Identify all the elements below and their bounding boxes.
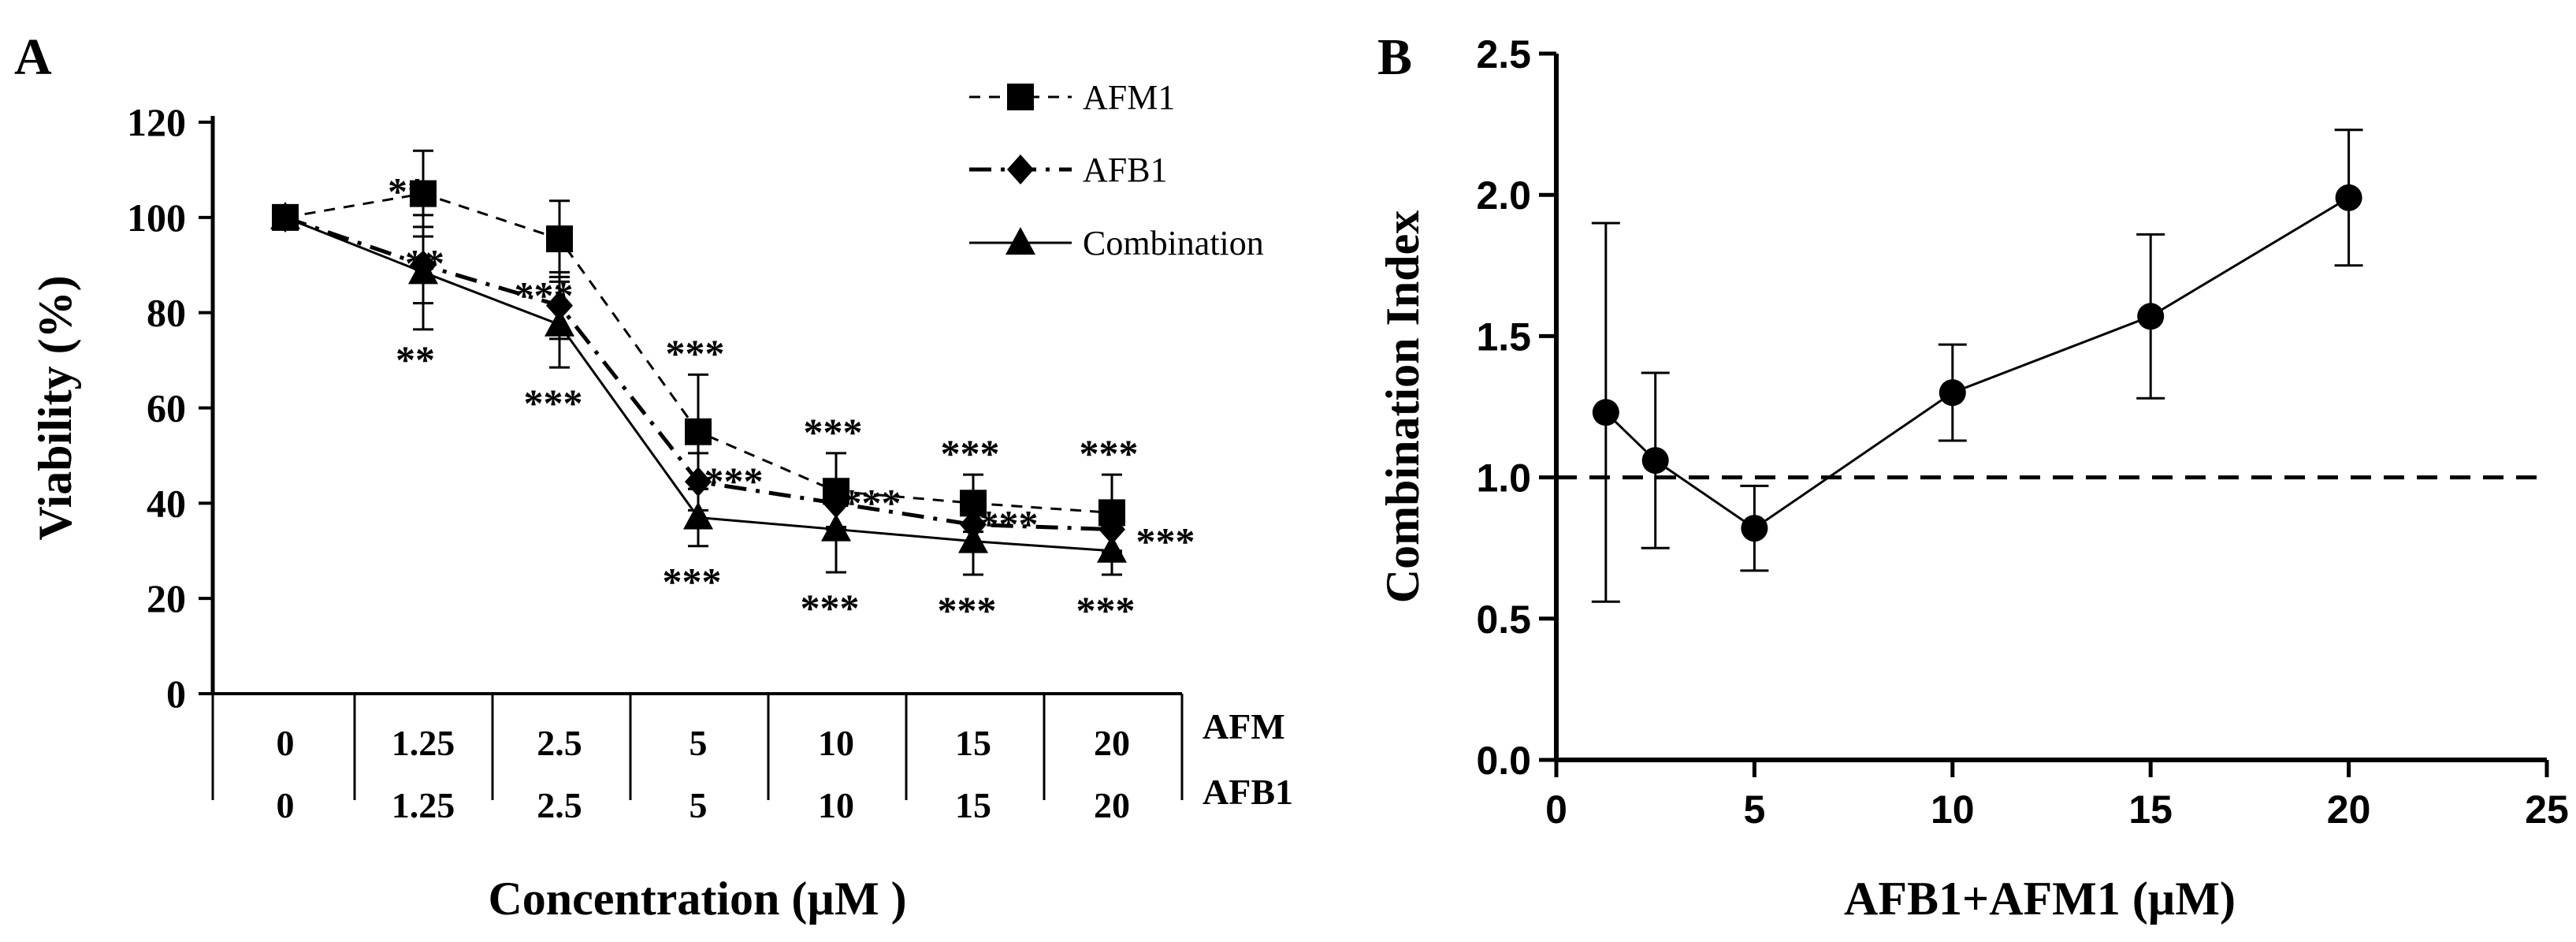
y-tick-label: 120 xyxy=(127,100,186,144)
series-combination-index xyxy=(1591,128,2363,603)
afm-category-label: 2.5 xyxy=(537,723,582,763)
series-combination xyxy=(270,201,1127,576)
legend-label: Combination xyxy=(1083,224,1264,262)
significance-marker: ** xyxy=(405,240,444,285)
significance-marker: *** xyxy=(704,459,764,503)
panel-a-label: A xyxy=(14,28,52,86)
panel-a: A 0 20 40 60 80 100 120 0 1.25 2.5 5 10 15 20 0 1.25 2.5… xyxy=(14,28,1293,925)
afb1-category-label: 5 xyxy=(690,785,708,825)
significance-marker: *** xyxy=(804,410,863,454)
y-tick-label: 1.5 xyxy=(1476,315,1531,359)
afm-category-label: 20 xyxy=(1094,723,1130,763)
x-axis-title: Concentration (µM ) xyxy=(488,873,906,925)
x-tick-label: 25 xyxy=(2525,787,2569,832)
data-point-combination xyxy=(1097,534,1127,563)
data-point xyxy=(1592,399,1619,426)
y-tick-label: 80 xyxy=(147,291,186,335)
afb1-category-label: 10 xyxy=(818,785,854,825)
significance-marker: *** xyxy=(515,274,574,318)
afb1-category-label: 2.5 xyxy=(537,785,582,825)
legend-marker xyxy=(1007,155,1034,184)
data-point xyxy=(1741,515,1768,542)
afm-category-label: 15 xyxy=(955,723,991,763)
afb1-category-label: 15 xyxy=(955,785,991,825)
row-label-afm: AFM xyxy=(1203,706,1285,747)
panel-b: B 0.0 0.5 1.0 1.5 2.0 2.5 0 5 10 15 20 25 Combinatio… xyxy=(1377,28,2569,925)
data-point xyxy=(1641,447,1669,475)
legend-marker xyxy=(1005,227,1035,255)
data-point-afm1 xyxy=(410,180,437,207)
panel-b-label: B xyxy=(1377,28,1412,86)
afb1-category-label: 20 xyxy=(1094,785,1130,825)
data-point-combination xyxy=(958,525,988,553)
x-tick-label: 0 xyxy=(1545,787,1567,832)
y-tick-label: 0 xyxy=(166,672,186,716)
legend-marker xyxy=(1007,84,1034,110)
data-point-afm1 xyxy=(546,225,573,253)
data-point xyxy=(1939,379,1966,407)
significance-marker: *** xyxy=(663,560,722,604)
significance-marker: ** xyxy=(396,337,435,382)
afm-category-label: 1.25 xyxy=(392,723,455,763)
y-tick-label: 2.5 xyxy=(1476,32,1531,76)
y-tick-label: 20 xyxy=(147,576,186,620)
data-point-combination xyxy=(545,308,574,337)
data-point-combination xyxy=(408,256,438,285)
significance-marker: *** xyxy=(1080,431,1139,475)
y-axis-title: Combination Index xyxy=(1377,210,1429,603)
afb1-category-label: 0 xyxy=(277,785,295,825)
x-tick-label: 10 xyxy=(1931,787,1975,832)
significance-marker: *** xyxy=(941,431,1000,475)
significance-marker: *** xyxy=(524,381,583,425)
significance-marker: *** xyxy=(979,502,1039,546)
significance-marker: ** xyxy=(388,169,427,214)
afm-category-label: 0 xyxy=(277,723,295,763)
y-tick-label: 1.0 xyxy=(1476,456,1531,501)
data-point-combination xyxy=(821,513,851,542)
y-tick-label: 0.5 xyxy=(1476,598,1531,642)
data-point-combination xyxy=(270,201,300,229)
legend-label: AFB1 xyxy=(1083,151,1168,189)
x-tick-label: 20 xyxy=(2327,787,2371,832)
row-label-afb1: AFB1 xyxy=(1203,772,1293,812)
significance-marker: *** xyxy=(801,586,860,630)
afm-category-label: 10 xyxy=(818,723,854,763)
data-point-afm1 xyxy=(685,418,712,445)
y-tick-label: 0.0 xyxy=(1476,739,1531,783)
data-point-combination xyxy=(683,501,713,530)
y-tick-label: 60 xyxy=(147,386,186,430)
x-tick-label: 15 xyxy=(2128,787,2173,832)
significance-marker: *** xyxy=(666,331,725,375)
y-tick-label: 100 xyxy=(127,195,186,240)
significance-marker: *** xyxy=(1076,588,1136,632)
afb1-category-label: 1.25 xyxy=(392,785,455,825)
series-group xyxy=(270,149,1127,576)
y-axis-title: Viability (%) xyxy=(29,275,81,540)
x-tick-label: 5 xyxy=(1743,787,1765,832)
data-point xyxy=(2335,184,2362,211)
legend: AFM1 AFB1 Combination xyxy=(969,78,1264,262)
x-axis-title: AFB1+AFM1 (µM) xyxy=(1844,873,2236,925)
significance-marker: *** xyxy=(842,480,901,524)
legend-label: AFM1 xyxy=(1083,78,1175,117)
significance-marker: *** xyxy=(1136,519,1195,564)
y-tick-label: 40 xyxy=(147,481,186,525)
significance-marker: *** xyxy=(938,588,997,632)
y-tick-label: 2.0 xyxy=(1476,173,1531,218)
afm-category-label: 5 xyxy=(690,723,708,763)
data-point xyxy=(2137,303,2165,330)
